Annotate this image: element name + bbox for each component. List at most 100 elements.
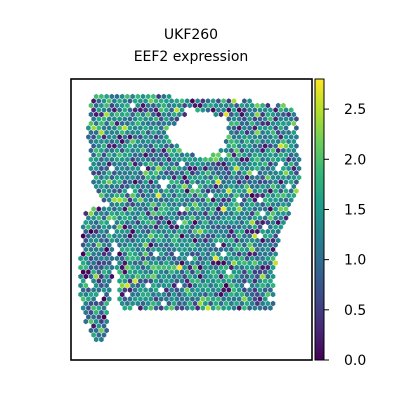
spot-point — [239, 156, 245, 163]
spot-point — [288, 188, 294, 194]
spot-point — [119, 93, 125, 100]
spot-point — [265, 111, 271, 118]
spot-point — [187, 219, 193, 226]
spot-point — [104, 273, 109, 280]
spot-point — [171, 300, 177, 307]
spot-point — [231, 197, 237, 203]
spot-point — [205, 269, 211, 275]
spot-point — [99, 174, 104, 181]
spot-point — [99, 228, 104, 235]
spot-point — [140, 219, 146, 226]
spot-point — [239, 264, 245, 271]
spot-point — [171, 156, 177, 163]
spot-point — [223, 219, 229, 226]
spot-point — [130, 93, 135, 100]
spot-point — [216, 179, 221, 185]
spot-point — [213, 264, 219, 271]
spot-point — [112, 179, 117, 185]
spot-point — [169, 269, 174, 275]
spot-point — [208, 273, 213, 280]
spot-point — [218, 165, 224, 172]
spot-point — [278, 143, 284, 149]
spot-point — [262, 242, 268, 248]
spot-point — [294, 134, 299, 140]
spot-point — [200, 215, 206, 221]
spot-point — [223, 111, 229, 118]
spot-point — [268, 242, 273, 248]
spot-point — [197, 291, 203, 298]
spot-point — [218, 183, 224, 190]
spot-point — [80, 287, 86, 293]
spot-point — [161, 138, 167, 145]
spot-point — [145, 300, 151, 307]
spot-point — [174, 107, 180, 113]
spot-point — [247, 224, 252, 230]
spot-point — [273, 260, 278, 266]
spot-point — [96, 269, 102, 275]
spot-point — [208, 291, 213, 298]
spot-point — [93, 183, 99, 190]
spot-point — [101, 134, 107, 140]
spot-point — [143, 233, 148, 239]
spot-point — [208, 156, 213, 163]
spot-point — [171, 237, 177, 244]
spot-point — [99, 192, 104, 199]
spot-point — [205, 107, 211, 113]
spot-point — [242, 251, 247, 257]
spot-point — [140, 282, 146, 289]
spot-point — [187, 300, 193, 307]
spot-point — [156, 255, 161, 262]
spot-point — [156, 210, 161, 217]
spot-point — [161, 291, 167, 298]
spot-point — [122, 197, 128, 203]
spot-point — [210, 242, 216, 248]
spot-point — [218, 156, 224, 163]
spot-point — [109, 237, 115, 244]
spot-point — [114, 138, 120, 145]
spot-point — [234, 237, 239, 244]
spot-point — [93, 156, 99, 163]
spot-point — [208, 102, 213, 109]
spot-point — [177, 192, 182, 199]
spot-point — [255, 282, 260, 289]
spot-point — [135, 282, 141, 289]
spot-point — [179, 251, 185, 257]
spot-point — [229, 192, 234, 199]
spot-point — [166, 282, 172, 289]
spot-point — [88, 327, 94, 334]
spot-point — [132, 260, 138, 266]
spot-point — [249, 291, 255, 298]
spot-point — [179, 269, 185, 275]
spot-point — [80, 224, 86, 230]
spot-point — [114, 237, 120, 244]
spot-point — [93, 309, 99, 316]
spot-point — [177, 291, 182, 298]
spot-point — [161, 246, 167, 253]
spot-point — [148, 197, 154, 203]
spot-point — [242, 269, 247, 275]
spot-point — [143, 296, 148, 302]
spot-point — [182, 102, 187, 109]
spot-point — [236, 287, 242, 293]
spot-point — [187, 246, 193, 253]
spot-point — [122, 233, 128, 239]
spot-point — [231, 224, 237, 230]
spot-point — [249, 237, 255, 244]
spot-point — [104, 300, 109, 307]
spot-point — [158, 107, 164, 113]
spot-point — [210, 278, 216, 284]
spot-point — [88, 228, 94, 235]
spot-point — [169, 197, 174, 203]
spot-point — [80, 305, 86, 311]
spot-point — [257, 296, 263, 302]
spot-point — [270, 246, 276, 253]
spot-point — [226, 161, 232, 167]
spot-point — [262, 188, 268, 194]
spot-point — [106, 215, 112, 221]
spot-point — [174, 98, 180, 104]
spot-point — [244, 219, 250, 226]
colorbar-tick-label: 2.5 — [344, 102, 366, 118]
spot-point — [192, 264, 198, 271]
spot-point — [96, 143, 102, 149]
spot-point — [291, 138, 297, 145]
